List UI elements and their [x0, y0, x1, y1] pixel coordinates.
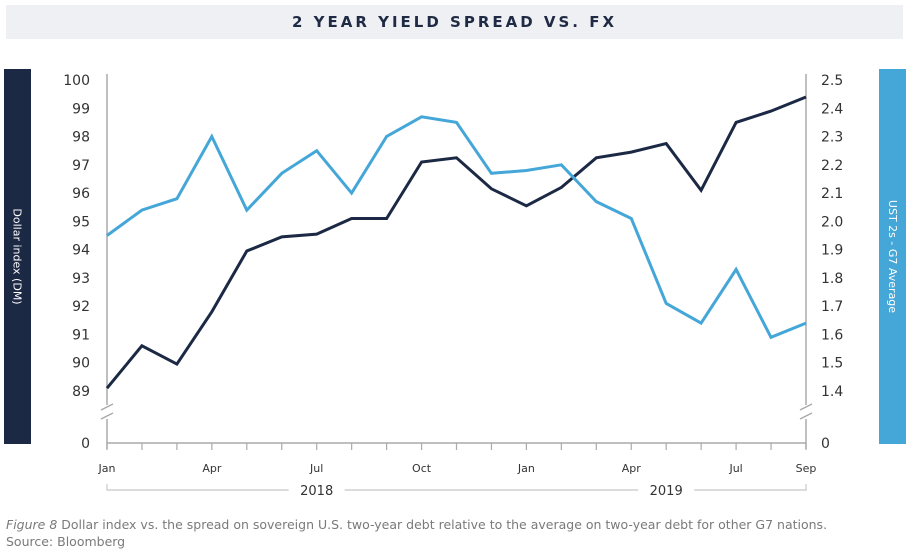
y-right-tick-label: 1.4	[821, 384, 843, 400]
x-tick-label: Jan	[517, 462, 535, 475]
y-left-tick-label: 96	[72, 186, 90, 202]
year-label-2019: 2019	[650, 484, 683, 499]
y-left-tick-label: 95	[72, 214, 90, 230]
right-axis-label-band: UST 2s - G7 Average	[879, 69, 906, 444]
year-label-2018: 2018	[300, 484, 333, 499]
y-right-tick-label: 2.1	[821, 186, 843, 202]
left-axis-label-band: Dollar index (DM)	[4, 69, 31, 444]
y-left-tick-label: 0	[81, 436, 90, 452]
chart-title-bar: 2 YEAR YIELD SPREAD VS. FX	[6, 5, 903, 39]
y-left-tick-label: 89	[72, 384, 90, 400]
y-right-tick-label: 2.3	[821, 130, 843, 146]
y-left-tick-label: 90	[72, 356, 90, 372]
y-left-tick-label: 100	[63, 73, 90, 89]
axis-break-mark	[100, 412, 114, 420]
x-tick-label: Sep	[796, 462, 817, 475]
axis-break-mark	[799, 412, 813, 420]
year-bracket	[106, 484, 807, 491]
y-right-tick-label: 2.2	[821, 158, 843, 174]
chart-series	[105, 95, 807, 390]
y-left-tick-label: 99	[72, 101, 90, 117]
x-tick-label: Apr	[202, 462, 222, 475]
chart-axes: 100 99 98 97 96 95 94 93 92 91 90 89 0 2.5 2.4 2.3 2.2 2.…	[63, 73, 843, 499]
y-right-tick-label: 1.7	[821, 299, 843, 315]
x-tick-label: Jan	[98, 462, 116, 475]
x-tick-label: Apr	[622, 462, 642, 475]
line-chart: 100 99 98 97 96 95 94 93 92 91 90 89 0 2.5 2.4 2.3 2.2 2.…	[63, 73, 843, 499]
y-right-tick-label: 1.8	[821, 271, 843, 287]
series-line-dollar-index	[105, 95, 807, 390]
series-line-ust-spread	[106, 115, 807, 340]
figure-caption: Figure 8 Dollar index vs. the spread on …	[6, 516, 827, 550]
y-right-tick-label: 2.4	[821, 101, 843, 117]
x-tick-label: Jul	[728, 462, 742, 475]
caption-text: Dollar index vs. the spread on sovereign…	[57, 517, 828, 532]
x-tick-label: Jul	[309, 462, 323, 475]
figure-number: Figure 8	[6, 517, 58, 532]
y-right-tick-label: 1.6	[821, 327, 843, 343]
year-label-bg	[288, 482, 345, 498]
year-label-bg	[638, 482, 695, 498]
y-left-tick-label: 98	[72, 130, 90, 146]
caption-source: Source: Bloomberg	[6, 534, 126, 549]
axis-break-mark	[100, 403, 114, 411]
chart-title: 2 YEAR YIELD SPREAD VS. FX	[291, 13, 618, 31]
y-right-tick-label: 0	[821, 436, 830, 452]
axis-break-mark	[799, 403, 813, 411]
y-right-tick-label: 2.5	[821, 73, 843, 89]
y-left-tick-label: 93	[72, 271, 90, 287]
y-left-tick-label: 97	[72, 158, 90, 174]
y-left-tick-label: 91	[72, 327, 90, 343]
y-left-tick-label: 94	[72, 243, 90, 259]
y-right-tick-label: 1.5	[821, 356, 843, 372]
y-right-tick-label: 2.0	[821, 214, 843, 230]
y-left-tick-label: 92	[72, 299, 90, 315]
y-right-tick-label: 1.9	[821, 243, 843, 259]
x-tick-label: Oct	[412, 462, 432, 475]
